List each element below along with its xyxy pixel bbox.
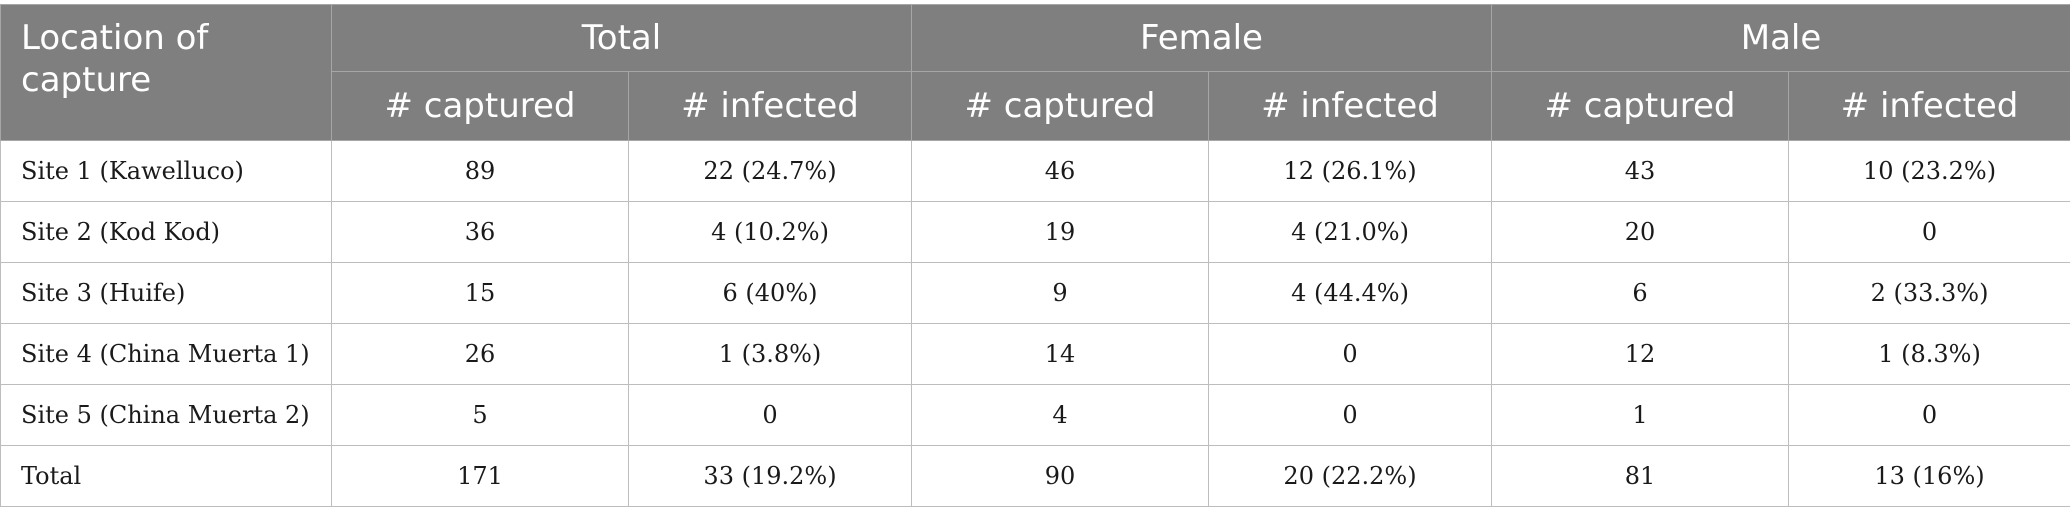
header-location: Location of capture bbox=[0, 4, 332, 141]
table-row: Site 2 (Kod Kod) 36 4 (10.2%) 19 4 (21.0… bbox=[0, 201, 2070, 263]
female-captured: 90 bbox=[911, 445, 1209, 507]
total-infected: 6 (40%) bbox=[628, 262, 912, 324]
total-infected: 0 bbox=[628, 384, 912, 446]
female-infected: 4 (44.4%) bbox=[1208, 262, 1492, 324]
site-name: Site 2 (Kod Kod) bbox=[0, 201, 332, 263]
site-name: Site 4 (China Muerta 1) bbox=[0, 323, 332, 385]
female-infected: 0 bbox=[1208, 323, 1492, 385]
total-infected: 22 (24.7%) bbox=[628, 140, 912, 202]
male-captured: 20 bbox=[1491, 201, 1789, 263]
header-total-captured: # captured bbox=[331, 71, 629, 141]
male-infected: 1 (8.3%) bbox=[1787, 323, 2070, 385]
capture-table: Location of capture Total Female Male # … bbox=[0, 4, 2070, 507]
male-infected: 0 bbox=[1787, 384, 2070, 446]
total-captured: 171 bbox=[331, 445, 629, 507]
total-infected: 4 (10.2%) bbox=[628, 201, 912, 263]
female-infected: 0 bbox=[1208, 384, 1492, 446]
table-row: Site 1 (Kawelluco) 89 22 (24.7%) 46 12 (… bbox=[0, 140, 2070, 202]
total-infected: 1 (3.8%) bbox=[628, 323, 912, 385]
total-captured: 36 bbox=[331, 201, 629, 263]
total-captured: 5 bbox=[331, 384, 629, 446]
female-captured: 46 bbox=[911, 140, 1209, 202]
female-captured: 14 bbox=[911, 323, 1209, 385]
male-captured: 81 bbox=[1491, 445, 1789, 507]
male-infected: 2 (33.3%) bbox=[1787, 262, 2070, 324]
site-name: Site 3 (Huife) bbox=[0, 262, 332, 324]
female-infected: 20 (22.2%) bbox=[1208, 445, 1492, 507]
male-captured: 43 bbox=[1491, 140, 1789, 202]
site-name: Site 5 (China Muerta 2) bbox=[0, 384, 332, 446]
header-group-female: Female bbox=[911, 4, 1492, 72]
header-female-infected: # infected bbox=[1208, 71, 1492, 141]
female-captured: 19 bbox=[911, 201, 1209, 263]
total-captured: 15 bbox=[331, 262, 629, 324]
female-infected: 4 (21.0%) bbox=[1208, 201, 1492, 263]
female-captured: 4 bbox=[911, 384, 1209, 446]
male-infected: 0 bbox=[1787, 201, 2070, 263]
header-female-captured: # captured bbox=[911, 71, 1209, 141]
site-name: Site 1 (Kawelluco) bbox=[0, 140, 332, 202]
table-row-total: Total 171 33 (19.2%) 90 20 (22.2%) 81 13… bbox=[0, 445, 2070, 507]
header-total-infected: # infected bbox=[628, 71, 912, 141]
total-captured: 89 bbox=[331, 140, 629, 202]
header-group-total: Total bbox=[331, 4, 912, 72]
male-infected: 10 (23.2%) bbox=[1787, 140, 2070, 202]
site-name: Total bbox=[0, 445, 332, 507]
male-captured: 6 bbox=[1491, 262, 1789, 324]
male-captured: 12 bbox=[1491, 323, 1789, 385]
header-row-subcolumns: # captured # infected # captured # infec… bbox=[1, 71, 2070, 141]
table-row: Site 5 (China Muerta 2) 5 0 4 0 1 0 bbox=[0, 384, 2070, 446]
table-row: Site 4 (China Muerta 1) 26 1 (3.8%) 14 0… bbox=[0, 323, 2070, 385]
header-male-captured: # captured bbox=[1491, 71, 1789, 141]
female-infected: 12 (26.1%) bbox=[1208, 140, 1492, 202]
male-infected: 13 (16%) bbox=[1787, 445, 2070, 507]
male-captured: 1 bbox=[1491, 384, 1789, 446]
female-captured: 9 bbox=[911, 262, 1209, 324]
total-infected: 33 (19.2%) bbox=[628, 445, 912, 507]
header-male-infected: # infected bbox=[1787, 71, 2070, 141]
header-row-groups: Location of capture Total Female Male bbox=[0, 4, 2070, 141]
total-captured: 26 bbox=[331, 323, 629, 385]
table-row: Site 3 (Huife) 15 6 (40%) 9 4 (44.4%) 6 … bbox=[0, 262, 2070, 324]
header-group-male: Male bbox=[1490, 4, 2070, 72]
